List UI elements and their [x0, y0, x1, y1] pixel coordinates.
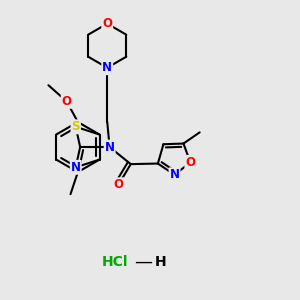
Text: O: O	[62, 95, 72, 108]
Text: N: N	[105, 141, 115, 154]
Text: N: N	[71, 161, 81, 174]
Text: HCl: HCl	[101, 255, 128, 269]
Text: N: N	[102, 61, 112, 74]
Text: O: O	[113, 178, 123, 191]
Text: S: S	[71, 120, 80, 133]
Text: O: O	[102, 17, 112, 30]
Text: O: O	[185, 156, 195, 169]
Text: H: H	[154, 255, 166, 269]
Text: N: N	[169, 168, 179, 181]
Text: —: —	[134, 253, 152, 271]
